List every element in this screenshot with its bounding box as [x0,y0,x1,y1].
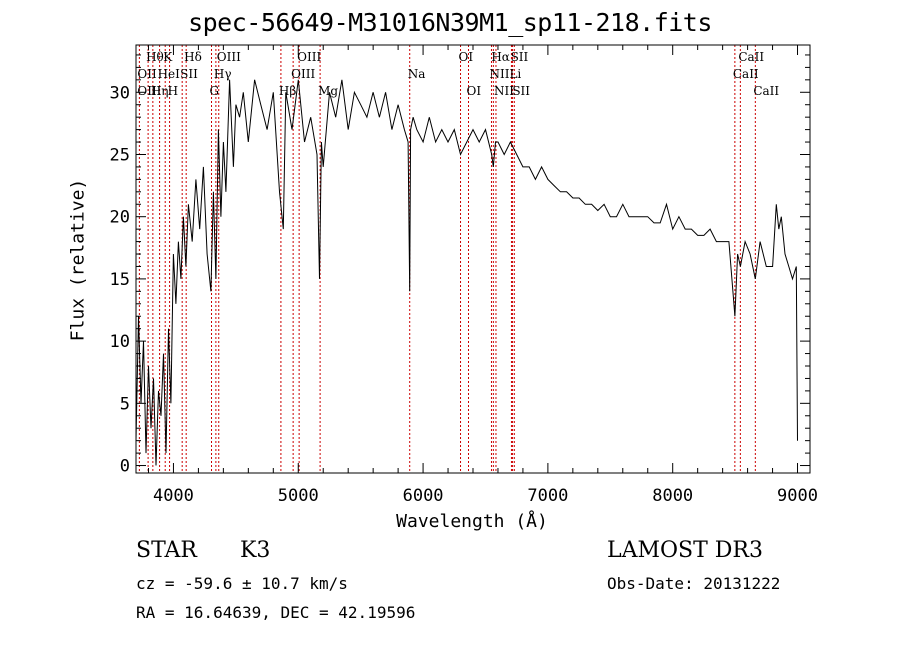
spectral-line-label: Hθ [146,50,164,64]
spectral-line-label: SII [512,84,530,98]
y-tick-label: 0 [120,457,130,477]
spectral-line-label: Na [408,67,426,81]
y-tick-label: 15 [110,270,130,290]
spectral-line-label: Hα [491,50,510,64]
spectral-line-label: Hβ [279,84,296,98]
spectral-line-label: Hδ [184,50,202,64]
axis-ticks: 4000 5000 6000 7000 8000 9000 0 5 10 15 20 25 30 [110,45,818,506]
spectral-line-label: OIII [291,67,315,81]
coordinates: RA = 16.64639, DEC = 42.19596 [136,603,416,622]
spectral-line-label: K [163,50,173,64]
spectral-line-label: SII [511,50,529,64]
chart-title: spec-56649-M31016N39M1_sp11-218.fits [188,8,712,37]
redshift-cz: cz = -59.6 ± 10.7 km/s [136,574,348,593]
spectral-line-label: NII [489,67,509,81]
x-tick-label: 8000 [652,486,693,506]
survey-name: LAMOST DR3 [607,538,763,563]
spectral-line-label: OIII [297,50,321,64]
spectral-line-label: OII [137,67,157,81]
x-tick-label: 5000 [278,486,319,506]
y-tick-label: 5 [120,394,130,414]
spectral-line-label: Hγ [214,67,232,81]
spectral-line-label: OIII [217,50,241,64]
spectral-line-label: OI [459,50,474,64]
spectral-line-labels: Hθ OII OIII K HeI Hη H Hδ SII OIII Hγ G OIII OIII Hβ Mg… [137,50,779,98]
subclass: K3 [240,538,271,563]
spectral-line-label: CaII [738,50,764,64]
x-tick-label: 7000 [527,486,568,506]
y-axis-label: Flux (relative) [67,178,89,342]
y-tick-label: 10 [110,332,130,352]
spectral-line-label: NII [494,84,514,98]
x-tick-label: 9000 [777,486,818,506]
spectral-line-label: G [210,84,220,98]
obs-date: Obs-Date: 20131222 [607,574,781,593]
spectral-line-label: CaII [753,84,779,98]
y-tick-label: 30 [110,83,130,103]
spectral-line-markers [138,45,756,473]
object-class: STAR [136,538,197,563]
flux-line [135,79,798,466]
spectral-line-label: Hη [151,84,169,98]
spectral-line-label: Li [509,67,521,81]
y-tick-label: 20 [110,208,130,228]
x-tick-label: 6000 [403,486,444,506]
spectral-line-label: H [168,84,178,98]
spectral-line-label: SII [180,67,198,81]
x-tick-label: 4000 [153,486,194,506]
spectral-line-label: OIII [137,84,161,98]
spectral-line-label: OI [467,84,482,98]
spectral-line-label: Mg [318,84,338,98]
x-axis-label: Wavelength (Å) [396,511,548,532]
spectral-line-label: HeI [158,67,181,81]
spectral-line-label: CaII [733,67,759,81]
y-tick-label: 25 [110,145,130,165]
